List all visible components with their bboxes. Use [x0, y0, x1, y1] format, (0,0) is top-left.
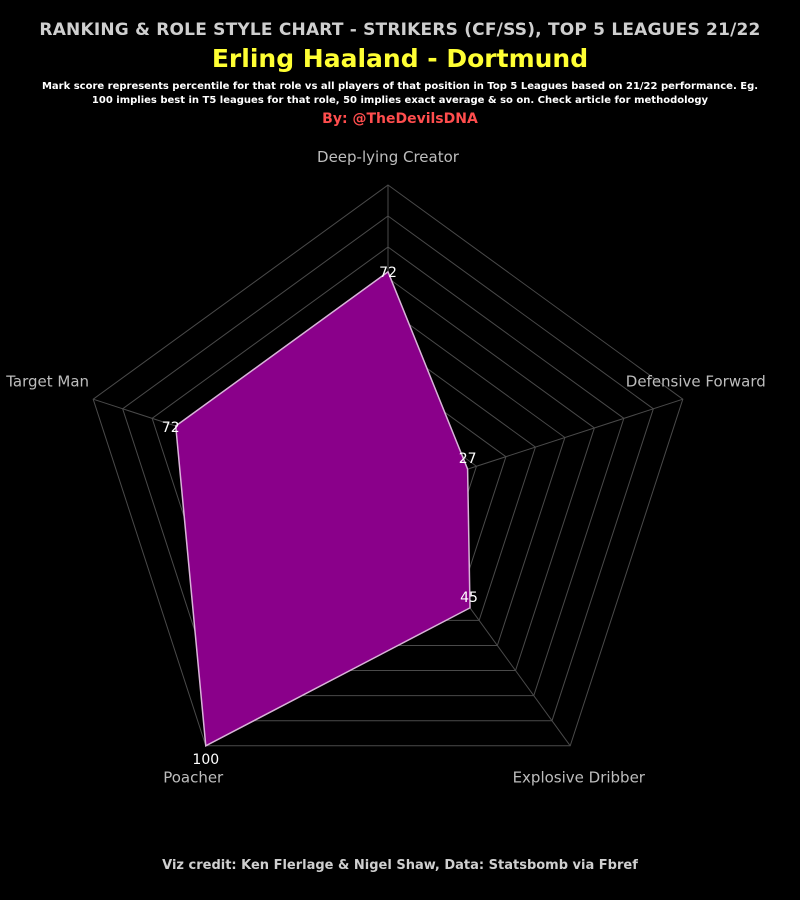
axis-label-explosive-dribber: Explosive Dribber: [513, 768, 646, 786]
axis-label-poacher: Poacher: [163, 768, 224, 786]
value-label-target-man: 72: [162, 420, 180, 436]
chart-title: Erling Haaland - Dortmund: [211, 44, 589, 73]
axis-labels: Deep-lying Creator Defensive Forward Exp…: [5, 148, 766, 786]
methodology-note: Mark score represents percentile for tha…: [41, 81, 759, 106]
viz-credit: Viz credit: Ken Flerlage & Nigel Shaw, D…: [162, 858, 638, 873]
value-label-poacher: 100: [192, 752, 219, 768]
player-score-area: [174, 270, 471, 747]
value-label-explosive-dribber: 45: [460, 590, 478, 606]
grid-ring: [122, 215, 654, 722]
axis-label-target-man: Target Man: [5, 372, 89, 390]
value-label-defensive-forward: 27: [459, 451, 477, 467]
grid-ring: [151, 246, 625, 697]
author-byline: By: @TheDevilsDNA: [322, 111, 478, 127]
value-labels: 72 27 45 100 72: [162, 265, 478, 768]
chart-supertitle: RANKING & ROLE STYLE CHART - STRIKERS (C…: [39, 20, 761, 40]
value-label-deep-lying-creator: 72: [379, 265, 397, 281]
axis-label-deep-lying-creator: Deep-lying Creator: [317, 148, 460, 166]
axis-label-defensive-forward: Defensive Forward: [626, 372, 766, 390]
grid-ring: [92, 184, 684, 747]
